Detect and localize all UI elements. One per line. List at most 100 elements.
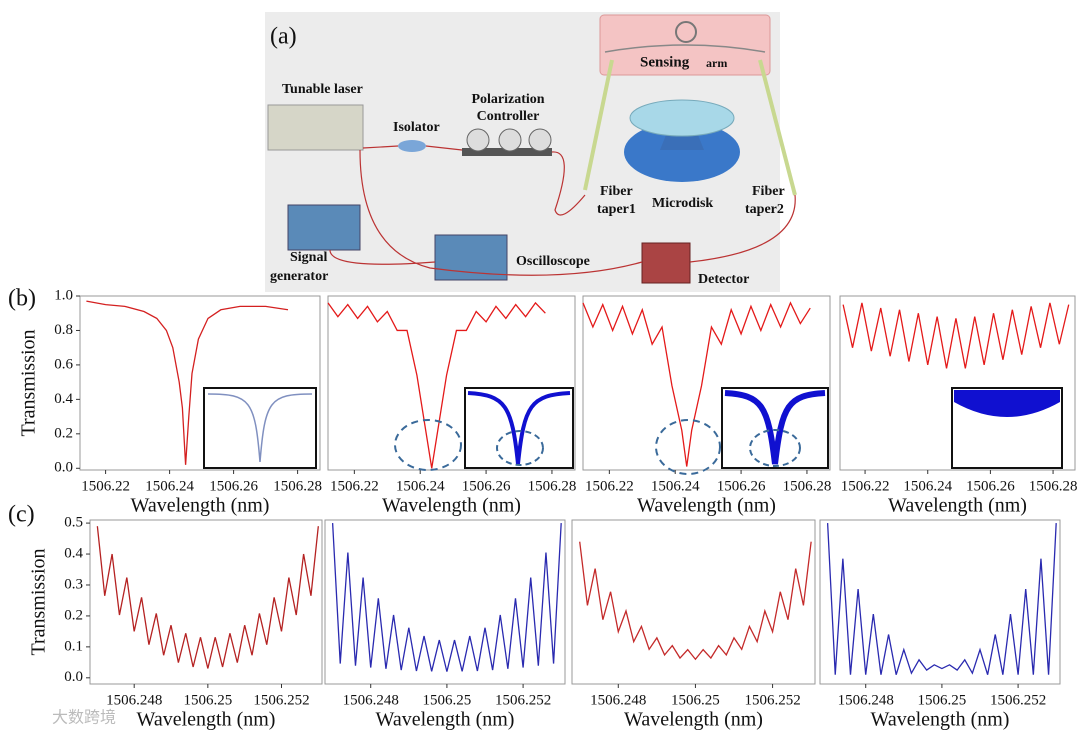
x-tick-label: 1506.22 bbox=[585, 478, 634, 494]
x-tick-label: 1506.252 bbox=[495, 692, 551, 708]
y-tick-label: 1.0 bbox=[54, 287, 73, 303]
paddle bbox=[498, 128, 522, 152]
data-line bbox=[331, 523, 562, 672]
inset-curve bbox=[207, 393, 313, 463]
x-axis-label: Wavelength (nm) bbox=[131, 495, 270, 517]
oscilloscope bbox=[434, 234, 508, 281]
label: Oscilloscope bbox=[516, 254, 590, 269]
x-tick-label: 1506.28 bbox=[528, 478, 577, 494]
panel-label: (a) bbox=[270, 24, 297, 50]
panel-a: (a) Tunable laser Isolator Polarization … bbox=[265, 12, 797, 292]
paddle bbox=[528, 128, 552, 152]
x-tick-label: 1506.28 bbox=[273, 478, 322, 494]
label: arm bbox=[706, 56, 727, 70]
x-tick-label: 1506.248 bbox=[590, 692, 646, 708]
label: Controller bbox=[477, 109, 540, 124]
x-tick-label: 1506.26 bbox=[966, 478, 1015, 494]
plot-frame bbox=[324, 519, 566, 685]
y-tick-label: 0.4 bbox=[64, 545, 83, 561]
paddle bbox=[466, 128, 490, 152]
x-tick-label: 1506.24 bbox=[396, 478, 445, 494]
fiber bbox=[604, 44, 766, 53]
x-tick-label: 1506.22 bbox=[81, 478, 130, 494]
plot-frame bbox=[819, 519, 1061, 685]
x-tick-label: 1506.25 bbox=[423, 692, 472, 708]
inset-curve bbox=[724, 390, 826, 465]
label: taper1 bbox=[597, 202, 636, 217]
y-tick-label: 0.2 bbox=[54, 425, 73, 441]
label: Microdisk bbox=[652, 196, 713, 211]
y-axis-label: Transmission bbox=[28, 548, 50, 655]
plot-frame bbox=[327, 295, 576, 471]
y-tick-label: 0.5 bbox=[64, 515, 83, 531]
x-tick-label: 1506.24 bbox=[651, 478, 700, 494]
plot-frame bbox=[839, 295, 1076, 471]
polarization-controller bbox=[462, 148, 552, 156]
x-tick-label: 1506.248 bbox=[343, 692, 399, 708]
x-tick-label: 1506.25 bbox=[918, 692, 967, 708]
microdisk-base bbox=[624, 122, 740, 182]
x-tick-label: 1506.248 bbox=[106, 692, 162, 708]
insets bbox=[203, 387, 1063, 475]
y-tick-label: 0.4 bbox=[54, 391, 73, 407]
x-axis-label: Wavelength (nm) bbox=[137, 709, 276, 731]
x-axis-label: Wavelength (nm) bbox=[624, 709, 763, 731]
data-line bbox=[826, 523, 1057, 675]
panel-label: (b) bbox=[8, 286, 36, 312]
x-axis-label: Wavelength (nm) bbox=[888, 495, 1027, 517]
y-tick-label: 0.0 bbox=[54, 460, 73, 476]
plot-frame bbox=[79, 295, 321, 471]
x-tick-label: 1506.252 bbox=[253, 692, 309, 708]
y-tick-label: 0.6 bbox=[54, 356, 73, 372]
panel-label: (c) bbox=[8, 502, 35, 528]
x-tick-label: 1506.26 bbox=[209, 478, 258, 494]
data-line bbox=[582, 301, 811, 467]
x-tick-label: 1506.22 bbox=[330, 478, 379, 494]
label: taper2 bbox=[745, 202, 784, 217]
x-tick-label: 1506.26 bbox=[462, 478, 511, 494]
highlight bbox=[394, 419, 462, 471]
x-tick-label: 1506.24 bbox=[903, 478, 952, 494]
microdisk-top bbox=[629, 99, 735, 137]
highlight bbox=[496, 430, 544, 466]
label: Tunable laser bbox=[282, 82, 363, 97]
signal-generator bbox=[287, 204, 361, 251]
y-axis-label: Transmission bbox=[18, 329, 40, 436]
x-axis-label: Wavelength (nm) bbox=[382, 495, 521, 517]
x-axis-label: Wavelength (nm) bbox=[376, 709, 515, 731]
fiber-taper bbox=[583, 59, 614, 191]
highlight bbox=[749, 429, 801, 467]
label: generator bbox=[270, 269, 328, 284]
x-tick-label: 1506.25 bbox=[671, 692, 720, 708]
label: Detector bbox=[698, 272, 749, 287]
isolator bbox=[398, 140, 426, 152]
label: Isolator bbox=[393, 120, 440, 135]
label: Fiber bbox=[600, 184, 633, 199]
x-tick-label: 1506.252 bbox=[744, 692, 800, 708]
y-tick-label: 0.2 bbox=[64, 607, 83, 623]
plot-frame bbox=[89, 519, 323, 685]
x-tick-label: 1506.26 bbox=[717, 478, 766, 494]
fiber-taper bbox=[758, 59, 797, 196]
detector bbox=[641, 242, 691, 284]
label: Polarization bbox=[471, 92, 544, 107]
data-line bbox=[96, 526, 319, 669]
y-tick-label: 0.3 bbox=[64, 576, 83, 592]
data-line bbox=[327, 301, 546, 469]
data-line bbox=[842, 302, 1070, 369]
tunable-laser bbox=[267, 104, 364, 151]
x-tick-label: 1506.25 bbox=[183, 692, 232, 708]
highlight bbox=[655, 419, 721, 475]
data-line bbox=[579, 541, 812, 661]
x-tick-label: 1506.28 bbox=[1029, 478, 1078, 494]
x-tick-label: 1506.28 bbox=[783, 478, 832, 494]
data-line bbox=[86, 300, 289, 465]
label: Fiber bbox=[752, 184, 785, 199]
x-tick-label: 1506.22 bbox=[841, 478, 890, 494]
x-tick-label: 1506.248 bbox=[838, 692, 894, 708]
watermark: 大数跨境 bbox=[52, 708, 116, 727]
y-tick-label: 0.8 bbox=[54, 322, 73, 338]
label: Signal bbox=[290, 250, 327, 265]
x-axis-label: Wavelength (nm) bbox=[871, 709, 1010, 731]
